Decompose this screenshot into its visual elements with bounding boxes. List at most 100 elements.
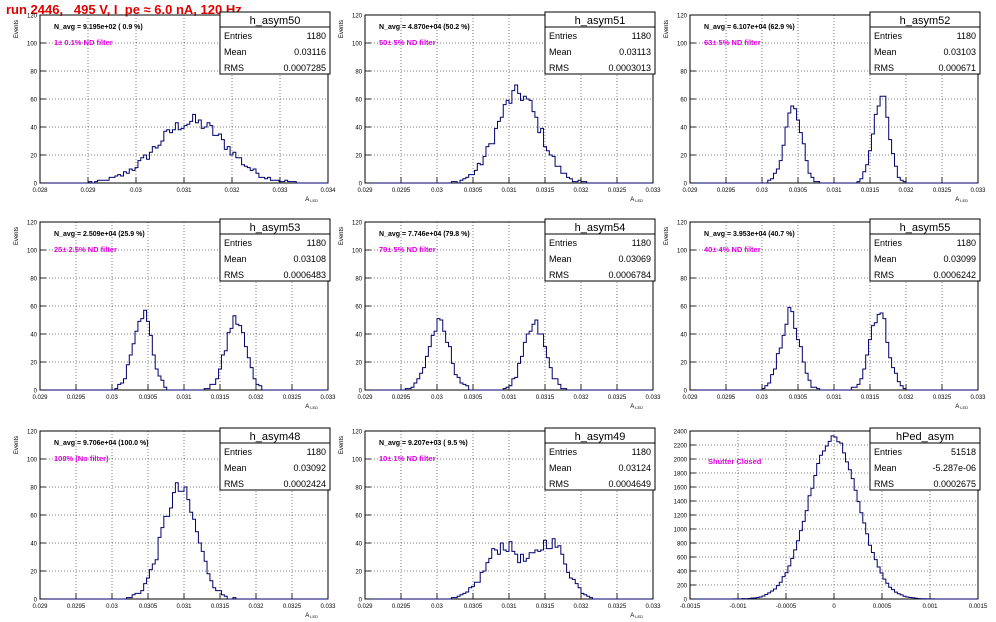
stats-value-entries: 1180 — [632, 31, 651, 41]
y-axis-label: Events — [14, 20, 20, 38]
histogram-name: h_asym52 — [900, 15, 951, 27]
y-tick-label: 80 — [355, 277, 362, 283]
filter-label: 50± 5% ND filter — [379, 38, 436, 47]
stats-box — [544, 11, 656, 75]
stats-label-mean: Mean — [874, 463, 897, 473]
x-tick-label: 0.032 — [248, 395, 264, 401]
x-tick-label: 0 — [832, 604, 836, 610]
x-axis-label-main: A — [630, 404, 634, 410]
x-tick-label: 0.029 — [80, 188, 96, 194]
x-tick-label: 0.029 — [357, 604, 373, 610]
x-tick-label: 0.0295 — [392, 395, 411, 401]
y-axis-label: Events — [664, 20, 670, 38]
y-tick-label: 80 — [30, 70, 37, 76]
x-tick-label: 0.032 — [573, 188, 589, 194]
x-tick-label: 0.0305 — [464, 395, 483, 401]
x-tick-label: 0.0305 — [789, 188, 808, 194]
histogram-panel-h-asym48: 0 20 40 60 80 100 120 0.029 0.0295 0.03 0.0305 0.03… — [14, 427, 336, 619]
x-tick-label: 0.0325 — [608, 604, 627, 610]
y-tick-label: 40 — [355, 542, 362, 548]
y-tick-label: 20 — [30, 570, 37, 576]
x-tick-label: 0.03 — [130, 188, 142, 194]
y-tick-label: 20 — [355, 570, 362, 576]
y-tick-label: 80 — [680, 70, 687, 76]
stats-value-mean: 0.03108 — [293, 254, 326, 264]
histogram-line — [40, 482, 328, 600]
y-tick-label: 0 — [34, 598, 38, 604]
x-tick-label: 0.033 — [970, 395, 986, 401]
y-tick-label: 80 — [355, 70, 362, 76]
filter-label: Shutter Closed — [708, 457, 762, 466]
x-tick-label: 0.031 — [176, 395, 192, 401]
x-tick-label: 0.032 — [898, 395, 914, 401]
histogram-name: hPed_asym — [896, 431, 954, 443]
y-tick-label: 60 — [30, 98, 37, 104]
histogram-line — [40, 113, 328, 184]
histogram-name: h_asym50 — [250, 15, 301, 27]
y-tick-label: 60 — [355, 305, 362, 311]
x-axis-label-subscript: LED — [310, 614, 318, 619]
y-tick-label: 800 — [677, 542, 688, 548]
x-tick-label: 0.0315 — [211, 395, 230, 401]
stats-value-mean: 0.03103 — [943, 47, 976, 57]
y-axis-label: Events — [339, 20, 345, 38]
y-tick-label: 40 — [30, 333, 37, 339]
x-tick-label: 0.031 — [826, 395, 842, 401]
x-axis-label: ALED — [630, 613, 643, 619]
x-tick-label: 0.031 — [501, 395, 517, 401]
y-tick-label: 60 — [30, 305, 37, 311]
y-tick-label: 20 — [680, 154, 687, 160]
x-tick-label: 0.0325 — [608, 395, 627, 401]
y-tick-label: 2400 — [674, 430, 688, 436]
y-tick-label: 40 — [355, 126, 362, 132]
stats-value-rms: 0.0002424 — [283, 479, 326, 489]
stats-box — [544, 427, 656, 491]
y-tick-label: 120 — [352, 14, 363, 20]
histogram-line — [690, 95, 978, 184]
stats-label-entries: Entries — [874, 238, 903, 248]
x-axis-label-main: A — [305, 613, 309, 619]
y-axis-label: Events — [339, 436, 345, 454]
x-axis-label-subscript: LED — [635, 198, 643, 203]
x-tick-label: 0.032 — [573, 604, 589, 610]
y-tick-label: 120 — [677, 14, 688, 20]
y-tick-label: 80 — [30, 486, 37, 492]
filter-label: 79± 5% ND filter — [379, 245, 436, 254]
stats-label-rms: RMS — [874, 270, 894, 280]
stats-label-rms: RMS — [549, 270, 569, 280]
x-axis-label-main: A — [305, 197, 309, 203]
stats-value-mean: 0.03116 — [294, 47, 326, 57]
y-tick-label: 600 — [677, 556, 688, 562]
histogram-panel-h-asym54: 0 20 40 60 80 100 120 0.029 0.0295 0.03 0.0305 0.03… — [339, 218, 661, 410]
histogram-panel-h-asym55: 0 20 40 60 80 100 120 0.029 0.0295 0.03 0.0305 0.03… — [664, 218, 986, 410]
y-tick-label: 40 — [30, 126, 37, 132]
x-axis-label-subscript: LED — [960, 198, 968, 203]
y-tick-label: 1200 — [674, 514, 688, 520]
histogram-panel-h-asym50: 0 20 40 60 80 100 120 0.028 0.029 0.03 0.031 0.032 0… — [14, 11, 336, 203]
x-tick-label: 0.029 — [32, 604, 48, 610]
x-tick-label: 0.029 — [357, 188, 373, 194]
y-tick-label: 120 — [27, 221, 38, 227]
x-tick-label: 0.0295 — [392, 188, 411, 194]
y-tick-label: 20 — [355, 154, 362, 160]
stats-label-rms: RMS — [224, 63, 244, 73]
x-tick-label: 0.0315 — [536, 604, 555, 610]
y-tick-label: 1400 — [674, 500, 688, 506]
x-tick-label: 0.0305 — [464, 188, 483, 194]
stats-label-rms: RMS — [224, 479, 244, 489]
y-tick-label: 120 — [27, 14, 38, 20]
stats-value-rms: 0.0006784 — [608, 270, 651, 280]
y-tick-label: 120 — [27, 430, 38, 436]
stats-box — [869, 11, 981, 75]
x-tick-label: 0.033 — [320, 395, 336, 401]
filter-label: 25± 2.5% ND filter — [54, 245, 117, 254]
x-tick-label: 0.03 — [106, 395, 118, 401]
x-tick-label: 0.029 — [682, 395, 698, 401]
y-tick-label: 60 — [355, 514, 362, 520]
histogram-panel-h-asym53: 0 20 40 60 80 100 120 0.029 0.0295 0.03 0.0305 0.03… — [14, 218, 336, 410]
x-axis-label-main: A — [955, 404, 959, 410]
y-tick-label: 20 — [355, 361, 362, 367]
stats-value-mean: 0.03113 — [619, 47, 651, 57]
x-tick-label: 0.029 — [357, 395, 373, 401]
x-tick-label: -0.0015 — [680, 604, 701, 610]
